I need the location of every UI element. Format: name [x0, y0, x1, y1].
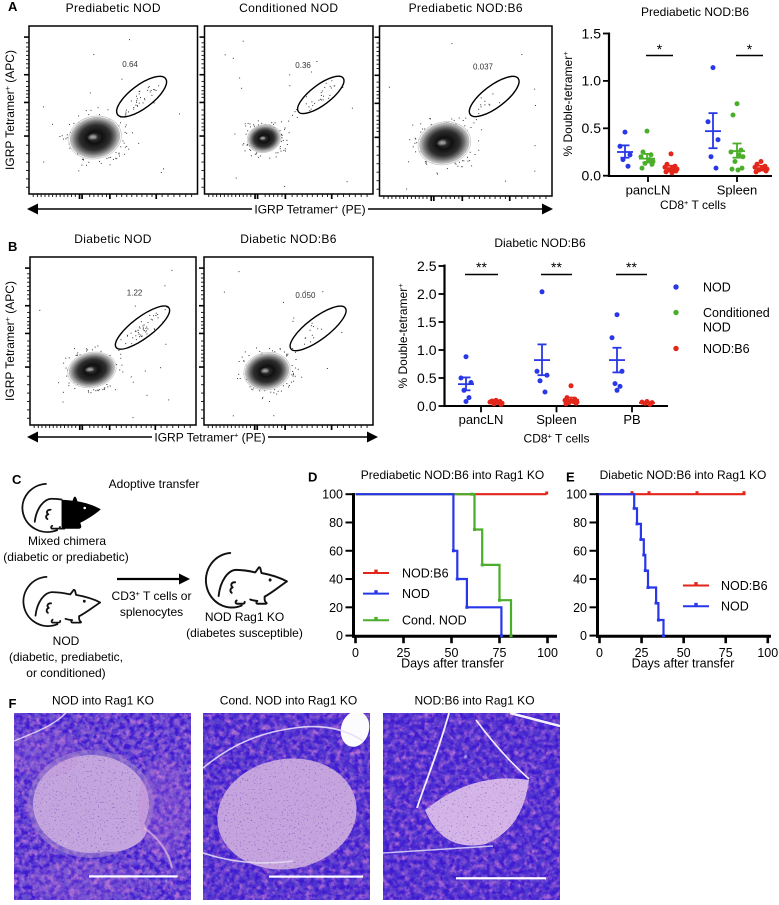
svg-text:100: 100	[566, 488, 587, 502]
svg-text:1.5: 1.5	[417, 314, 437, 330]
svg-text:20: 20	[573, 601, 587, 615]
svg-text:CD8+ T cells: CD8+ T cells	[524, 432, 590, 446]
svg-text:75: 75	[719, 646, 733, 660]
svg-text:Cond. NOD into Rag1 KO: Cond. NOD into Rag1 KO	[220, 694, 357, 708]
svg-text:CD8+ T cells: CD8+ T cells	[660, 198, 726, 212]
svg-text:% Double-tetramer+: % Double-tetramer+	[561, 51, 575, 156]
svg-text:NOD:B6: NOD:B6	[703, 342, 750, 356]
svg-text:B: B	[8, 239, 17, 254]
svg-text:NOD into Rag1 KO: NOD into Rag1 KO	[52, 694, 154, 708]
svg-text:*: *	[657, 41, 663, 57]
svg-text:2.5: 2.5	[417, 258, 437, 274]
svg-text:D: D	[308, 470, 317, 485]
svg-text:0.050: 0.050	[295, 291, 316, 300]
svg-text:0.5: 0.5	[417, 370, 437, 386]
svg-text:80: 80	[329, 516, 343, 530]
svg-text:**: **	[476, 259, 487, 275]
svg-text:NOD: NOD	[402, 587, 430, 601]
svg-text:50: 50	[445, 646, 459, 660]
svg-text:IGRP Tetramer+ (PE): IGRP Tetramer+ (PE)	[254, 202, 365, 216]
svg-text:*: *	[747, 41, 753, 57]
svg-text:Mixed chimera: Mixed chimera	[28, 534, 106, 548]
svg-text:Diabetic NOD:B6 into Rag1 KO: Diabetic NOD:B6 into Rag1 KO	[600, 468, 767, 482]
svg-text:IGRP Tetramer+ (APC): IGRP Tetramer+ (APC)	[3, 50, 17, 170]
svg-text:pancLN: pancLN	[459, 412, 504, 427]
svg-text:40: 40	[573, 573, 587, 587]
svg-text:E: E	[566, 470, 575, 485]
svg-text:0: 0	[336, 629, 343, 643]
svg-text:0: 0	[580, 629, 587, 643]
svg-text:40: 40	[329, 573, 343, 587]
svg-text:Prediabetic NOD:B6: Prediabetic NOD:B6	[641, 5, 749, 19]
svg-text:0: 0	[352, 646, 359, 660]
svg-text:IGRP Tetramer+ (APC): IGRP Tetramer+ (APC)	[3, 281, 17, 401]
svg-text:100: 100	[322, 488, 343, 502]
svg-text:0: 0	[596, 646, 603, 660]
svg-text:80: 80	[573, 516, 587, 530]
svg-text:Spleen: Spleen	[717, 183, 757, 198]
svg-text:% Double-tetramer+: % Double-tetramer+	[396, 283, 410, 388]
svg-text:25: 25	[397, 646, 411, 660]
svg-text:NOD:B6 into Rag1 KO: NOD:B6 into Rag1 KO	[414, 694, 534, 708]
svg-text:Days after transfer: Days after transfer	[401, 657, 504, 671]
svg-text:Adoptive transfer: Adoptive transfer	[109, 477, 200, 491]
svg-text:Prediabetic NOD:B6: Prediabetic NOD:B6	[409, 1, 523, 15]
svg-text:F: F	[9, 696, 17, 711]
svg-text:A: A	[8, 0, 18, 14]
svg-text:Prediabetic NOD: Prediabetic NOD	[66, 1, 161, 15]
svg-text:Conditioned: Conditioned	[703, 306, 770, 320]
svg-text:0.0: 0.0	[582, 168, 602, 184]
svg-text:1.0: 1.0	[417, 342, 437, 358]
svg-text:Cond. NOD: Cond. NOD	[402, 614, 467, 628]
svg-text:60: 60	[573, 544, 587, 558]
svg-text:75: 75	[493, 646, 507, 660]
svg-text:NOD Rag1 KO: NOD Rag1 KO	[205, 610, 284, 624]
svg-text:Conditioned NOD: Conditioned NOD	[239, 1, 338, 15]
svg-text:**: **	[626, 259, 637, 275]
svg-text:(diabetic, prediabetic,: (diabetic, prediabetic,	[9, 650, 123, 664]
svg-text:100: 100	[757, 646, 778, 660]
svg-text:C: C	[12, 472, 22, 487]
svg-text:0.64: 0.64	[122, 60, 138, 69]
svg-text:(diabetic or prediabetic): (diabetic or prediabetic)	[3, 550, 128, 564]
svg-text:0.36: 0.36	[295, 61, 311, 70]
svg-text:20: 20	[329, 601, 343, 615]
svg-text:0.037: 0.037	[473, 62, 494, 71]
svg-text:pancLN: pancLN	[626, 183, 671, 198]
svg-text:Spleen: Spleen	[536, 412, 576, 427]
svg-text:CD3+ T cells or: CD3+ T cells or	[112, 589, 192, 603]
svg-text:Days after transfer: Days after transfer	[632, 657, 735, 671]
svg-text:splenocytes: splenocytes	[120, 605, 183, 619]
svg-text:0.5: 0.5	[582, 120, 602, 136]
svg-text:NOD:B6: NOD:B6	[721, 579, 768, 593]
svg-text:50: 50	[677, 646, 691, 660]
svg-text:NOD: NOD	[703, 321, 731, 335]
svg-text:100: 100	[537, 646, 558, 660]
svg-text:0.0: 0.0	[417, 398, 437, 414]
svg-text:25: 25	[635, 646, 649, 660]
svg-text:Diabetic NOD:B6: Diabetic NOD:B6	[240, 232, 337, 246]
svg-text:PB: PB	[623, 412, 640, 427]
svg-text:NOD: NOD	[703, 281, 731, 295]
svg-text:2.0: 2.0	[417, 286, 437, 302]
svg-text:1.0: 1.0	[582, 73, 602, 89]
svg-text:or conditioned): or conditioned)	[26, 666, 105, 680]
svg-text:**: **	[551, 259, 562, 275]
svg-text:Diabetic NOD: Diabetic NOD	[74, 232, 152, 246]
svg-text:1.5: 1.5	[582, 25, 602, 41]
svg-text:NOD: NOD	[53, 634, 80, 648]
svg-text:(diabetes susceptible): (diabetes susceptible)	[186, 626, 303, 640]
svg-text:Diabetic NOD:B6: Diabetic NOD:B6	[494, 236, 586, 250]
svg-text:60: 60	[329, 544, 343, 558]
svg-text:1.22: 1.22	[127, 289, 143, 298]
svg-text:NOD:B6: NOD:B6	[402, 566, 449, 580]
svg-text:Prediabetic NOD:B6 into Rag1 K: Prediabetic NOD:B6 into Rag1 KO	[361, 468, 544, 482]
svg-text:IGRP Tetramer+ (PE): IGRP Tetramer+ (PE)	[154, 430, 265, 444]
svg-text:NOD: NOD	[721, 600, 749, 614]
